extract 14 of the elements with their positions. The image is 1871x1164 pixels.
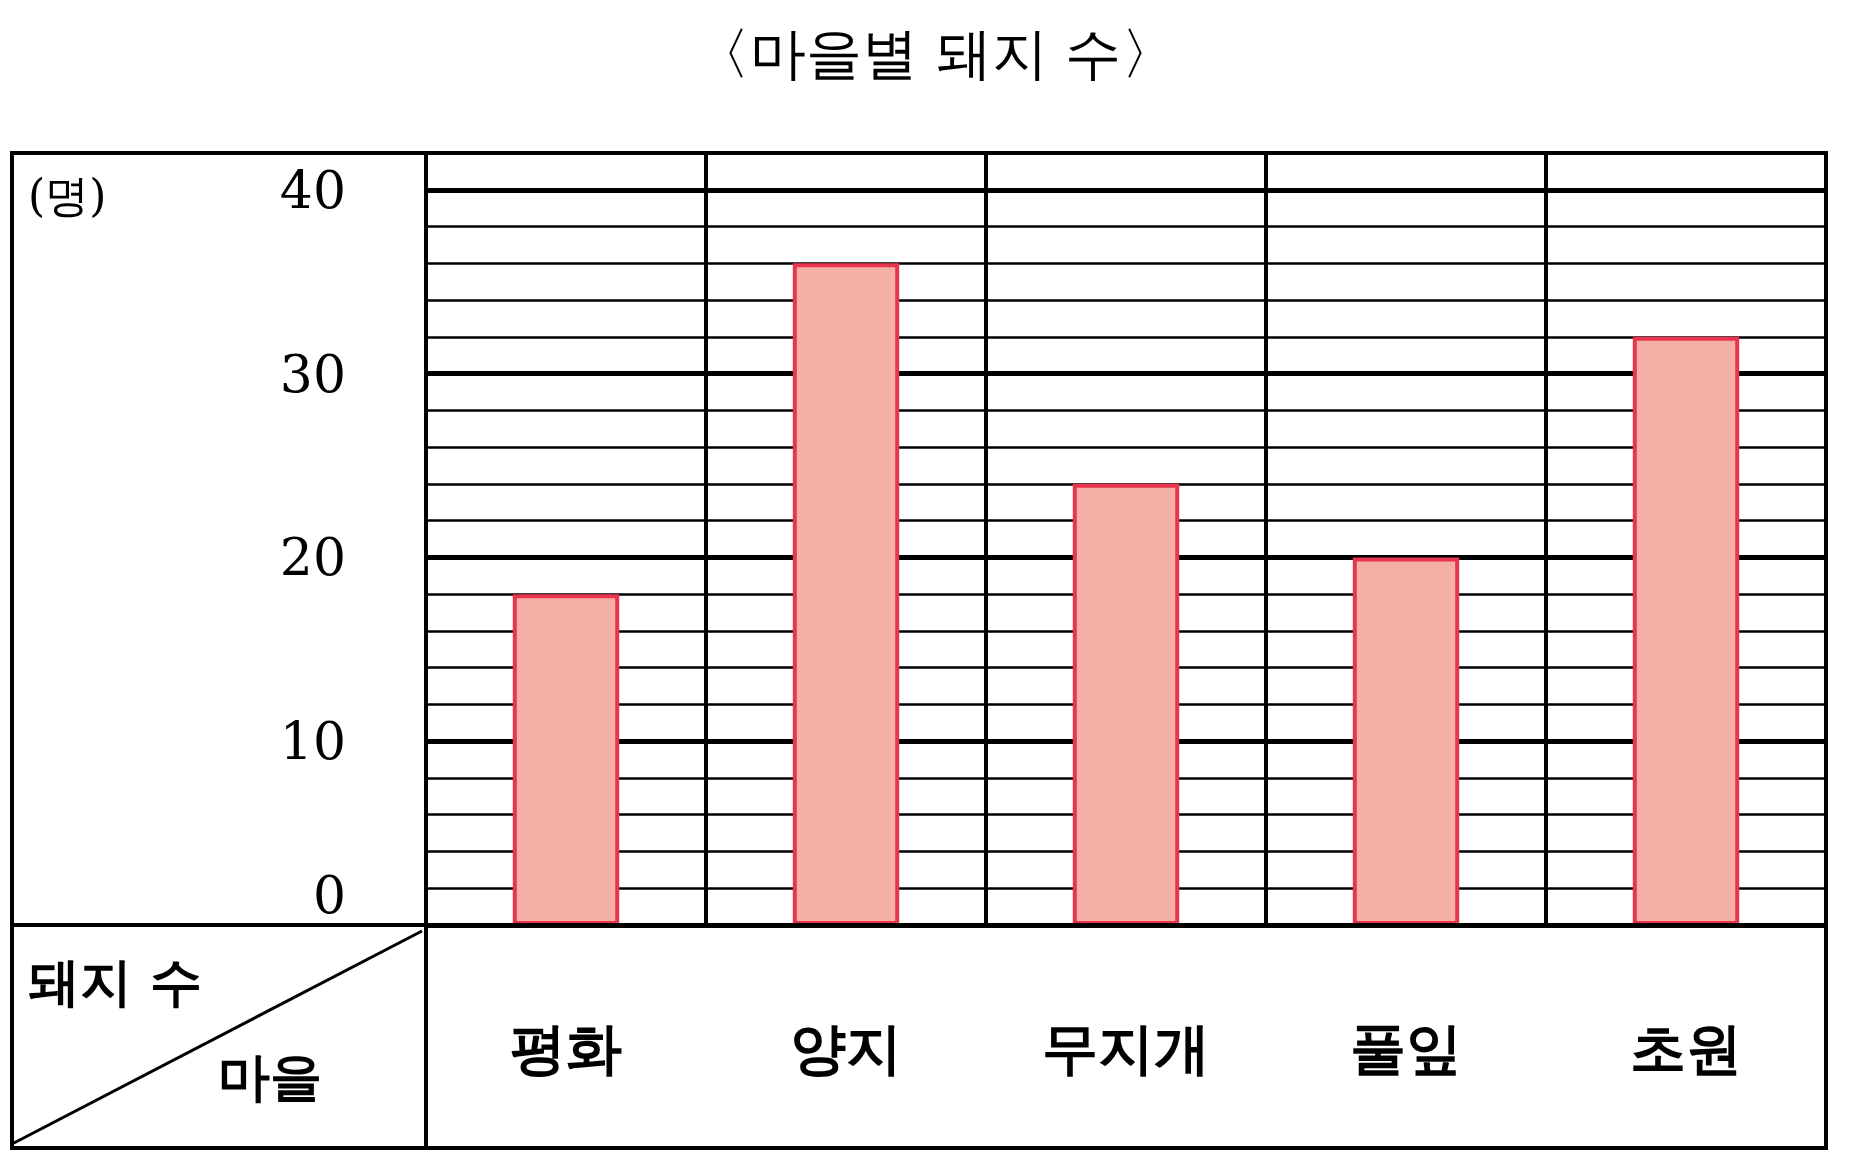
chart-title: 〈마을별 돼지 수〉 [693, 20, 1178, 86]
x-tick-label: 양지 [790, 1015, 902, 1081]
x-tick-label: 무지개 [1042, 1015, 1210, 1081]
x-axis-title: 마을 [218, 1045, 322, 1107]
x-tick-label: 풀잎 [1350, 1015, 1462, 1081]
y-tick-label: 20 [279, 527, 346, 588]
x-tick-label: 평화 [510, 1015, 622, 1081]
text: 돼지 수 [28, 950, 203, 1012]
y-tick-label: 40 [279, 159, 346, 220]
y-tick-label: 0 [312, 865, 346, 925]
y-axis-title: (명) [28, 169, 107, 221]
y-tick-label: 30 [279, 343, 346, 404]
y-tick-label: 10 [279, 711, 346, 772]
x-tick-label: 초원 [1630, 1015, 1742, 1081]
